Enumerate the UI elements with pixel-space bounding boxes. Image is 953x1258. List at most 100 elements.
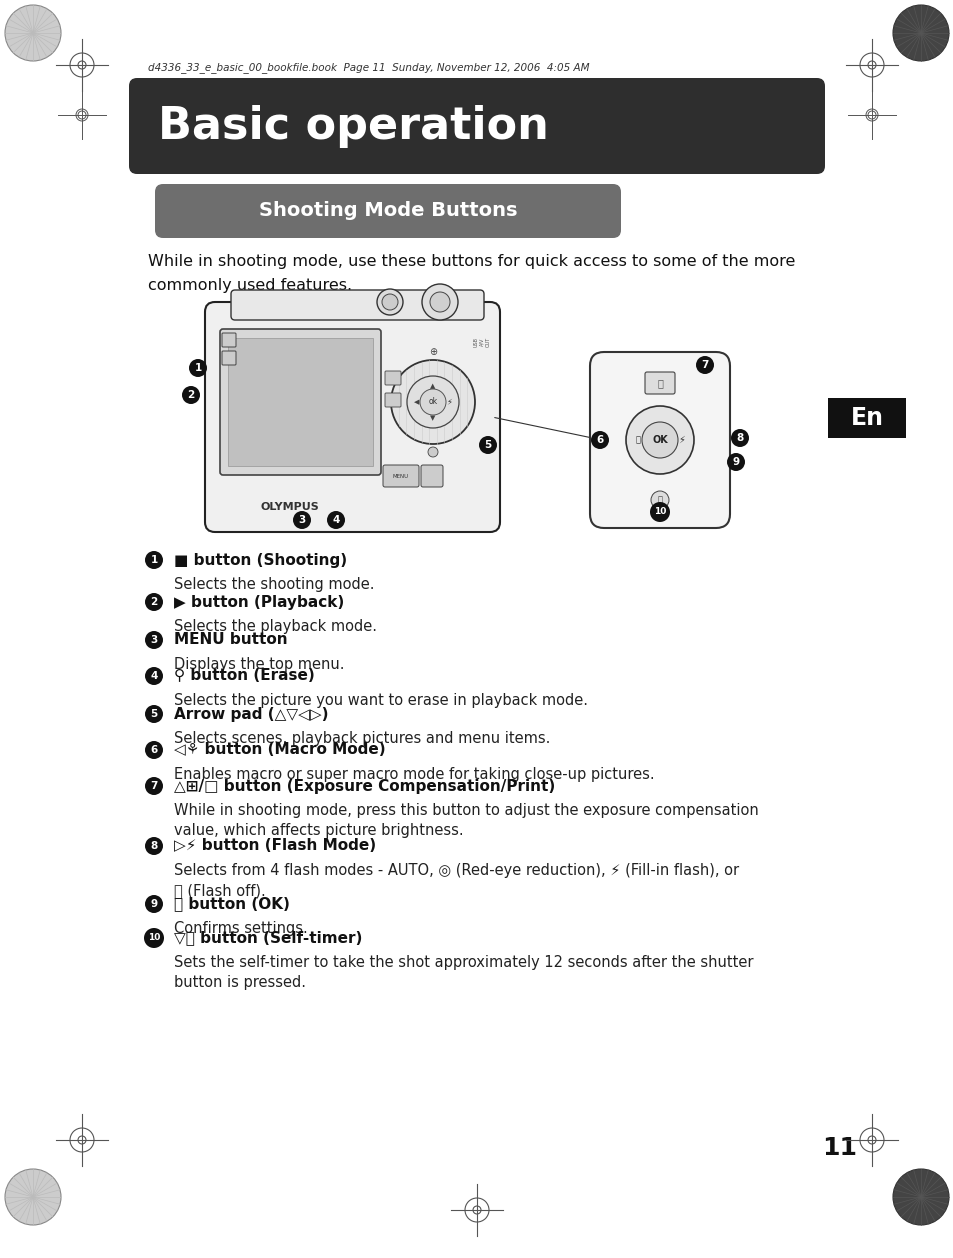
Text: 9: 9 (151, 899, 157, 910)
Circle shape (407, 376, 458, 428)
Text: ⚡: ⚡ (446, 398, 452, 406)
Text: 1: 1 (194, 364, 201, 374)
Text: While in shooting mode, use these buttons for quick access to some of the more: While in shooting mode, use these button… (148, 254, 795, 269)
Text: USB
A/V
OUT: USB A/V OUT (474, 337, 490, 347)
Text: 1: 1 (151, 555, 157, 565)
Circle shape (144, 928, 164, 949)
Circle shape (649, 502, 669, 522)
Circle shape (5, 1169, 61, 1225)
Text: OLYMPUS: OLYMPUS (260, 502, 319, 512)
FancyBboxPatch shape (154, 184, 620, 238)
Text: ⚲ button (Erase): ⚲ button (Erase) (173, 668, 314, 683)
FancyBboxPatch shape (644, 372, 675, 394)
Text: 6: 6 (596, 435, 603, 445)
Text: Selects the playback mode.: Selects the playback mode. (173, 619, 376, 634)
Text: 6: 6 (151, 745, 157, 755)
Circle shape (145, 632, 163, 649)
Text: ▲: ▲ (430, 382, 436, 389)
Text: ▼: ▼ (430, 415, 436, 421)
Text: d4336_33_e_basic_00_bookfile.book  Page 11  Sunday, November 12, 2006  4:05 AM: d4336_33_e_basic_00_bookfile.book Page 1… (148, 63, 589, 73)
Circle shape (145, 894, 163, 913)
Circle shape (391, 360, 475, 444)
Text: Enables macro or super macro mode for taking close-up pictures.: Enables macro or super macro mode for ta… (173, 767, 654, 782)
Circle shape (182, 386, 200, 404)
Circle shape (5, 5, 61, 60)
FancyBboxPatch shape (385, 371, 400, 385)
Circle shape (376, 289, 402, 314)
Text: ▷⚡ button (Flash Mode): ▷⚡ button (Flash Mode) (173, 839, 375, 853)
Text: 2: 2 (151, 598, 157, 608)
Circle shape (419, 389, 446, 415)
FancyBboxPatch shape (129, 78, 824, 174)
Text: △⊞/□ button (Exposure Compensation/Print): △⊞/□ button (Exposure Compensation/Print… (173, 779, 555, 794)
Text: ▽⌛ button (Self-timer): ▽⌛ button (Self-timer) (173, 931, 362, 946)
Circle shape (381, 294, 397, 309)
Text: 7: 7 (700, 360, 708, 370)
Text: 4: 4 (332, 515, 339, 525)
Circle shape (428, 447, 437, 457)
Circle shape (696, 356, 713, 374)
Circle shape (145, 837, 163, 855)
Text: ⓞ button (OK): ⓞ button (OK) (173, 897, 290, 912)
Text: Selects the picture you want to erase in playback mode.: Selects the picture you want to erase in… (173, 693, 587, 708)
FancyBboxPatch shape (205, 302, 499, 532)
Text: 8: 8 (736, 433, 742, 443)
Circle shape (145, 704, 163, 723)
FancyBboxPatch shape (589, 352, 729, 528)
Text: 7: 7 (151, 781, 157, 791)
Text: 2: 2 (187, 390, 194, 400)
Circle shape (478, 437, 497, 454)
Text: ok: ok (428, 398, 437, 406)
Text: MENU button: MENU button (173, 633, 287, 648)
Circle shape (641, 421, 678, 458)
Circle shape (145, 667, 163, 686)
Circle shape (189, 359, 207, 377)
Circle shape (145, 551, 163, 569)
Text: 5: 5 (151, 710, 157, 720)
FancyBboxPatch shape (220, 330, 380, 476)
Text: Shooting Mode Buttons: Shooting Mode Buttons (258, 201, 517, 220)
Circle shape (327, 511, 345, 530)
Circle shape (650, 491, 668, 509)
Text: ■ button (Shooting): ■ button (Shooting) (173, 552, 347, 567)
Circle shape (625, 406, 693, 474)
Text: commonly used features.: commonly used features. (148, 278, 352, 293)
FancyBboxPatch shape (222, 333, 235, 347)
Text: 3: 3 (151, 635, 157, 645)
Circle shape (892, 1169, 948, 1225)
Text: ▶ button (Playback): ▶ button (Playback) (173, 595, 344, 609)
Text: ⊕: ⊕ (429, 347, 436, 357)
Text: En: En (850, 406, 882, 430)
Circle shape (726, 453, 744, 470)
Circle shape (430, 292, 450, 312)
Text: Sets the self-timer to take the shot approximately 12 seconds after the shutter
: Sets the self-timer to take the shot app… (173, 955, 753, 990)
Circle shape (145, 593, 163, 611)
Text: Basic operation: Basic operation (158, 104, 548, 147)
Text: Selects scenes, playback pictures and menu items.: Selects scenes, playback pictures and me… (173, 731, 550, 746)
Text: Selects from 4 flash modes - AUTO, ◎ (Red-eye reduction), ⚡ (Fill-in flash), or
: Selects from 4 flash modes - AUTO, ◎ (Re… (173, 863, 739, 898)
FancyBboxPatch shape (827, 398, 905, 438)
Text: 10: 10 (148, 933, 160, 942)
Text: Displays the top menu.: Displays the top menu. (173, 657, 344, 672)
Text: ◀: ◀ (414, 399, 419, 405)
Text: 9: 9 (732, 457, 739, 467)
Text: Confirms settings.: Confirms settings. (173, 921, 308, 936)
FancyBboxPatch shape (222, 351, 235, 365)
Text: Arrow pad (△▽◁▷): Arrow pad (△▽◁▷) (173, 707, 328, 722)
Text: 3: 3 (298, 515, 305, 525)
Circle shape (730, 429, 748, 447)
Circle shape (293, 511, 311, 530)
Text: 11: 11 (821, 1136, 857, 1160)
FancyBboxPatch shape (382, 465, 418, 487)
Text: ◁⚘ button (Macro Mode): ◁⚘ button (Macro Mode) (173, 742, 385, 757)
Text: 🖨: 🖨 (657, 377, 662, 387)
Text: While in shooting mode, press this button to adjust the exposure compensation
va: While in shooting mode, press this butto… (173, 803, 758, 838)
Circle shape (590, 431, 608, 449)
FancyBboxPatch shape (231, 291, 483, 320)
FancyBboxPatch shape (228, 338, 373, 465)
Text: 4: 4 (151, 671, 157, 681)
Text: Selects the shooting mode.: Selects the shooting mode. (173, 577, 375, 593)
Circle shape (145, 741, 163, 759)
Circle shape (892, 5, 948, 60)
Text: 8: 8 (151, 842, 157, 850)
